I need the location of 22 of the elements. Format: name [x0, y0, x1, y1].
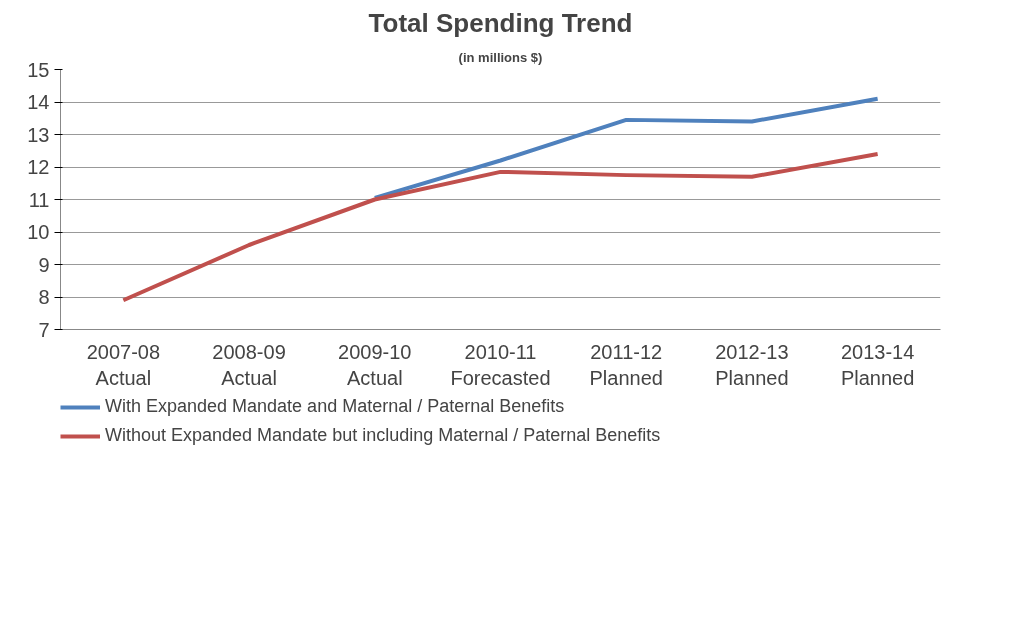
line-series	[121, 152, 880, 303]
y-tick-label: 14	[27, 91, 50, 113]
x-tick-label: 2010-11 Forecasted	[450, 340, 551, 389]
y-tick-label: 10	[27, 221, 50, 243]
line-series	[372, 96, 880, 200]
x-tick-label: 2013-14 Planned	[840, 340, 915, 389]
y-tick-label: 9	[38, 253, 50, 276]
y-tick-label: 11	[28, 188, 50, 211]
chart-title: Total Spending Trend	[368, 7, 633, 38]
x-tick-label: 2012-13 Planned	[715, 340, 789, 389]
y-tick-label: 7	[38, 318, 50, 341]
y-tick-label: 8	[38, 286, 50, 308]
legend-label: Without Expanded Mandate but including Maternal / Paternal Benefits	[105, 425, 661, 446]
y-tick-label: 13	[27, 123, 50, 146]
x-tick-label: 2007-08 Actual	[86, 340, 161, 389]
x-tick-label: 2009-10 Actual	[338, 340, 412, 389]
x-tick-label: 2011-12 Planned	[589, 340, 663, 389]
chart-subtitle: (in millions $)	[458, 49, 543, 65]
y-tick-label: 15	[27, 58, 50, 81]
x-tick-label: 2008-09 Actual	[212, 340, 286, 389]
y-tick-label: 12	[27, 156, 50, 178]
legend-label: With Expanded Mandate and Maternal / Paternal Benefits	[105, 396, 565, 417]
